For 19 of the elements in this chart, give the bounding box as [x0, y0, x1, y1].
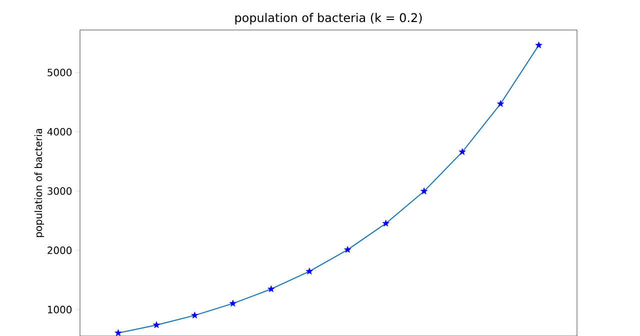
point — [268, 285, 275, 292]
y-tick-label: 1000 — [48, 306, 72, 314]
point — [229, 300, 236, 307]
point — [152, 321, 160, 328]
point — [458, 148, 466, 155]
point — [535, 41, 542, 48]
point — [306, 268, 313, 274]
y-tick-label: 4000 — [47, 128, 72, 136]
point — [496, 100, 504, 107]
chart-title: population of bacteria (k = 0.2) — [235, 12, 422, 24]
y-tick-label: 2000 — [48, 246, 72, 254]
point — [420, 188, 428, 194]
point — [191, 312, 198, 318]
y-tick-label: 5000 — [48, 68, 72, 76]
y-axis-title: population of bacteria — [34, 128, 44, 238]
point — [344, 246, 352, 253]
point — [382, 220, 390, 226]
y-tick-label: 3000 — [48, 187, 72, 195]
point — [114, 329, 122, 336]
